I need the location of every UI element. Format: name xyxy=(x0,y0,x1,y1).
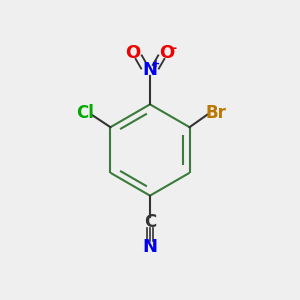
Text: C: C xyxy=(144,213,156,231)
Text: +: + xyxy=(152,59,160,69)
Text: O: O xyxy=(159,44,175,62)
Text: Cl: Cl xyxy=(76,104,94,122)
Text: O: O xyxy=(125,44,141,62)
Text: N: N xyxy=(142,238,158,256)
Text: -: - xyxy=(171,42,176,55)
Text: Br: Br xyxy=(206,104,226,122)
Text: N: N xyxy=(142,61,158,80)
